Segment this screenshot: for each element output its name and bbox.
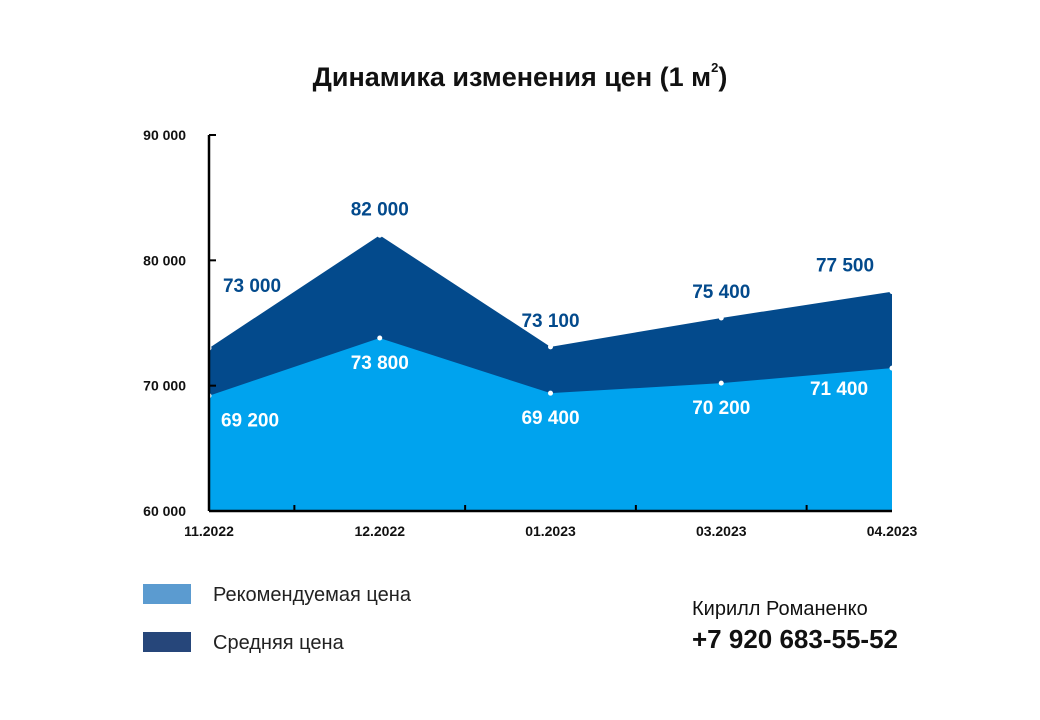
data-label-average: 75 400 xyxy=(692,282,750,303)
contact-phone[interactable]: +7 920 683-55-52 xyxy=(692,624,899,654)
x-tick-label: 01.2023 xyxy=(525,523,576,539)
data-label-recommended: 73 800 xyxy=(351,353,409,374)
data-label-average: 73 100 xyxy=(521,311,579,332)
y-tick-label: 90 000 xyxy=(143,127,186,143)
legend-label-recommended: Рекомендуемая цена xyxy=(213,584,411,606)
data-label-average: 73 000 xyxy=(223,276,281,297)
x-tick-label: 11.2022 xyxy=(184,523,234,539)
data-label-recommended: 69 400 xyxy=(521,408,579,429)
y-tick-label: 80 000 xyxy=(143,252,186,268)
point-recommended xyxy=(548,390,553,396)
chart-title-close: ) xyxy=(718,62,728,92)
y-tick-label: 70 000 xyxy=(143,378,186,394)
chart-title: Динамика изменения цен (1 м2) xyxy=(0,60,1040,93)
point-average xyxy=(718,315,724,321)
data-label-recommended: 70 200 xyxy=(692,398,750,419)
data-label-recommended: 69 200 xyxy=(221,411,279,432)
point-average xyxy=(889,289,895,295)
x-tick-label: 04.2023 xyxy=(867,523,918,539)
legend-swatch-recommended xyxy=(143,584,191,604)
data-label-average: 77 500 xyxy=(816,256,874,277)
legend-label-average: Средняя цена xyxy=(213,632,344,654)
chart-title-text: Динамика изменения цен (1 м xyxy=(312,62,712,92)
data-label-recommended: 71 400 xyxy=(810,379,868,400)
legend-swatch-average xyxy=(143,632,191,652)
x-tick-label: 12.2022 xyxy=(354,523,405,539)
data-label-average: 82 000 xyxy=(351,199,409,220)
point-recommended xyxy=(718,380,724,386)
point-average xyxy=(377,232,383,238)
area-recommended xyxy=(209,338,892,511)
point-recommended xyxy=(889,365,895,371)
contact-name: Кирилл Романенко xyxy=(692,598,868,620)
y-tick-label: 60 000 xyxy=(143,503,186,519)
x-tick-label: 03.2023 xyxy=(696,523,747,539)
chart-title-superscript: 2 xyxy=(711,60,719,75)
point-recommended xyxy=(377,335,383,341)
point-average xyxy=(548,344,553,350)
